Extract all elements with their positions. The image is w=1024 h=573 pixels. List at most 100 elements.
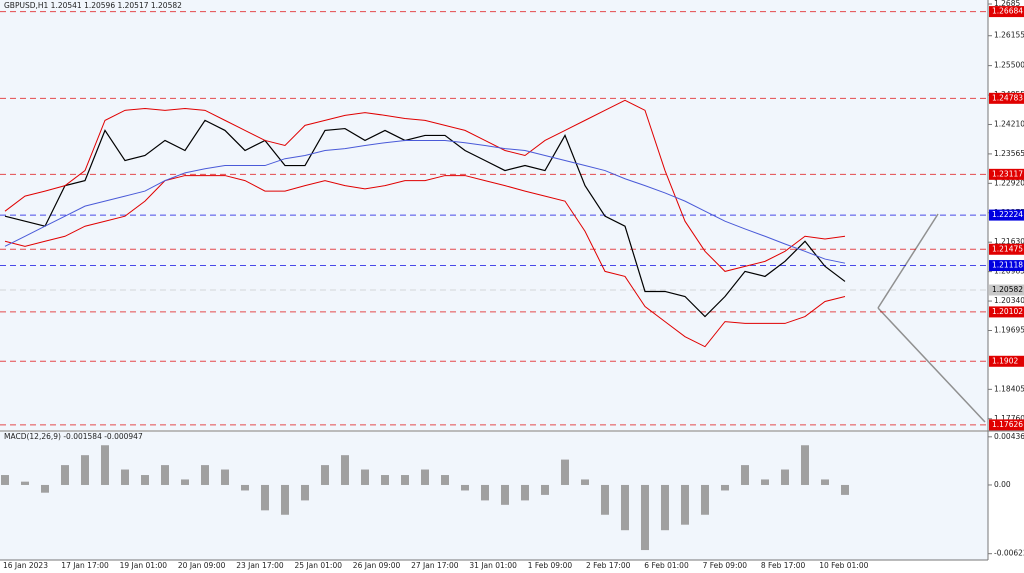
level-label-box — [989, 260, 1024, 272]
price-line — [4, 119, 846, 318]
macd-bar — [621, 484, 629, 531]
x-tick-label: 16 Jan 2023 — [3, 561, 48, 570]
level-label: 1.24783 — [992, 93, 1023, 102]
macd-bar — [661, 484, 669, 531]
macd-bar — [221, 469, 229, 485]
y-tick-label: 0.00 — [994, 480, 1011, 489]
y-tick-label: 1.21630 — [994, 237, 1024, 246]
level-label-box — [989, 419, 1024, 431]
macd-bar — [161, 465, 169, 485]
price-line — [4, 139, 846, 264]
macd-bar — [281, 484, 289, 515]
level-label-box — [989, 355, 1024, 367]
macd-bar — [1, 475, 9, 485]
price-line — [4, 99, 846, 272]
y-tick-label: 1.26155 — [994, 31, 1024, 40]
macd-bar — [521, 484, 529, 501]
macd-bar — [81, 455, 89, 485]
level-label-box — [989, 243, 1024, 255]
y-tick-label: 1.24210 — [994, 119, 1024, 128]
x-tick-label: 27 Jan 17:00 — [411, 561, 459, 570]
y-tick-label: 1.25500 — [994, 61, 1024, 70]
y-tick-label: -0.006228 — [994, 549, 1024, 558]
macd-bar — [241, 484, 249, 491]
x-tick-label: 10 Feb 01:00 — [819, 561, 868, 570]
chart-title: GBPUSD,H1 1.20541 1.20596 1.20517 1.2058… — [4, 1, 182, 10]
macd-bar — [321, 465, 329, 485]
projection-lines — [877, 213, 986, 423]
level-label: 1.1902 — [992, 356, 1018, 365]
macd-bar — [601, 484, 609, 515]
level-label-box — [989, 209, 1024, 221]
level-label: 1.17626 — [992, 420, 1023, 429]
arrow-line — [877, 213, 939, 309]
y-tick-label: 1.22920 — [994, 178, 1024, 187]
x-tick-label: 1 Feb 09:00 — [528, 561, 573, 570]
level-label: 1.21118 — [992, 261, 1023, 270]
y-tick-label: 1.17760 — [994, 414, 1024, 423]
macd-bar — [401, 475, 409, 485]
x-tick-label: 2 Feb 17:00 — [586, 561, 631, 570]
y-tick-label: 1.18405 — [994, 384, 1024, 393]
macd-bar — [261, 484, 269, 511]
x-tick-label: 6 Feb 01:00 — [644, 561, 689, 570]
level-label-box — [989, 284, 1024, 296]
macd-bar — [121, 469, 129, 485]
y-tick-label: 1.20985 — [994, 267, 1024, 276]
macd-bar — [441, 475, 449, 485]
y-tick-label: 1.2685 — [994, 0, 1020, 8]
macd-bar — [701, 484, 709, 515]
y-tick-label: 1.19695 — [994, 325, 1024, 334]
macd-bar — [541, 484, 549, 495]
macd-bar — [761, 479, 769, 485]
x-tick-label: 19 Jan 01:00 — [120, 561, 168, 570]
macd-bar — [841, 484, 849, 495]
y-tick-label: 0.004364 — [994, 432, 1024, 441]
macd-bar — [561, 459, 569, 485]
x-tick-label: 17 Jan 17:00 — [61, 561, 109, 570]
arrow-line — [877, 307, 986, 423]
macd-bar — [421, 469, 429, 485]
macd-bar — [481, 484, 489, 501]
macd-bar — [381, 475, 389, 485]
level-label: 1.22224 — [992, 210, 1023, 219]
level-label: 1.21475 — [992, 244, 1023, 253]
level-label-box — [989, 92, 1024, 104]
macd-bar — [361, 469, 369, 485]
macd-bar — [41, 484, 49, 493]
macd-bar — [201, 465, 209, 485]
x-tick-label: 23 Jan 17:00 — [236, 561, 284, 570]
macd-bar — [821, 479, 829, 485]
macd-bar — [801, 445, 809, 485]
level-label-box — [989, 168, 1024, 180]
x-tick-label: 7 Feb 09:00 — [703, 561, 748, 570]
macd-bar — [301, 484, 309, 501]
macd-bar — [61, 465, 69, 485]
level-label: 1.20102 — [992, 307, 1023, 316]
level-label-box — [989, 6, 1024, 18]
macd-bar — [641, 484, 649, 551]
x-tick-label: 8 Feb 17:00 — [761, 561, 806, 570]
macd-bar — [741, 465, 749, 485]
price-line — [4, 175, 846, 348]
x-tick-label: 25 Jan 01:00 — [295, 561, 343, 570]
macd-bar — [501, 484, 509, 505]
macd-bar — [581, 479, 589, 485]
macd-bar — [681, 484, 689, 525]
x-tick-label: 31 Jan 01:00 — [469, 561, 517, 570]
level-label-box — [989, 306, 1024, 318]
macd-bar — [781, 469, 789, 485]
macd-title: MACD(12,26,9) -0.001584 -0.000947 — [4, 432, 143, 441]
level-label: 1.26684 — [992, 7, 1023, 16]
y-tick-label: 1.20340 — [994, 296, 1024, 305]
x-tick-label: 26 Jan 09:00 — [353, 561, 401, 570]
macd-pane — [0, 432, 988, 560]
macd-bar — [181, 479, 189, 485]
macd-bar — [141, 475, 149, 485]
macd-bar — [101, 445, 109, 485]
macd-bar — [461, 484, 469, 491]
macd-bar — [21, 481, 29, 485]
level-label: 1.23117 — [992, 169, 1023, 178]
y-tick-label: 1.23565 — [994, 149, 1024, 158]
